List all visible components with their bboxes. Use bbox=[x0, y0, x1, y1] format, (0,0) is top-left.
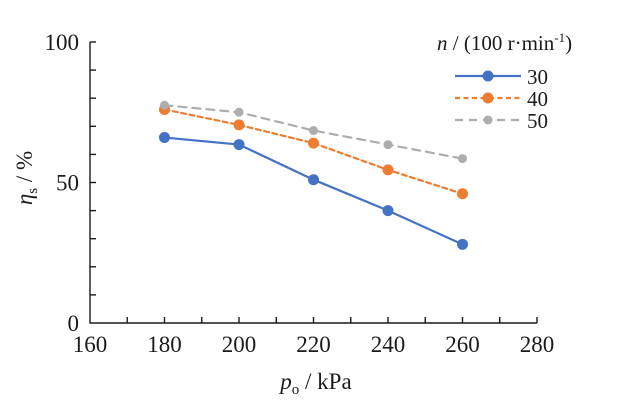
series-30-marker bbox=[308, 174, 319, 186]
y-tick-label-0: 0 bbox=[68, 311, 80, 336]
x-tick-label-160: 160 bbox=[73, 332, 108, 357]
y-axis-title: ηs / % bbox=[12, 151, 41, 205]
series-40-marker bbox=[308, 137, 319, 149]
legend-30-label: 30 bbox=[527, 65, 548, 89]
x-tick-label-220: 220 bbox=[296, 332, 331, 357]
legend-40-marker bbox=[482, 92, 494, 104]
y-tick-label-50: 50 bbox=[56, 171, 79, 196]
legend-30-marker bbox=[482, 70, 494, 82]
legend-50-marker bbox=[483, 115, 493, 125]
legend-title: n / (100 r·min-1) bbox=[437, 30, 572, 55]
series-40-marker bbox=[382, 164, 394, 176]
series-50-marker bbox=[383, 140, 393, 150]
x-tick-label-260: 260 bbox=[445, 332, 480, 357]
x-tick-label-240: 240 bbox=[371, 332, 406, 357]
series-30-marker bbox=[382, 205, 394, 217]
series-50-line bbox=[163, 104, 464, 160]
legend-40-label: 40 bbox=[527, 87, 548, 111]
series-30-marker bbox=[159, 132, 170, 144]
x-tick-label-180: 180 bbox=[147, 332, 182, 357]
series-40-marker bbox=[457, 188, 468, 200]
series-50-marker bbox=[160, 100, 169, 110]
legend-50-label: 50 bbox=[527, 109, 548, 133]
x-axis-title: po / kPa bbox=[278, 369, 351, 398]
legend-item-40: 40 bbox=[455, 87, 548, 111]
series-30-marker bbox=[457, 238, 468, 250]
x-tick-label-280: 280 bbox=[520, 332, 555, 357]
series-50-marker bbox=[458, 154, 467, 164]
x-tick-label-200: 200 bbox=[222, 332, 257, 357]
series-30-marker bbox=[233, 139, 245, 151]
y-tick-label-100: 100 bbox=[45, 30, 80, 55]
series-50-marker bbox=[309, 126, 318, 136]
legend-item-50: 50 bbox=[455, 109, 548, 133]
series-40-marker bbox=[233, 119, 245, 131]
series-50-marker bbox=[234, 107, 244, 117]
legend-item-30: 30 bbox=[455, 65, 548, 89]
